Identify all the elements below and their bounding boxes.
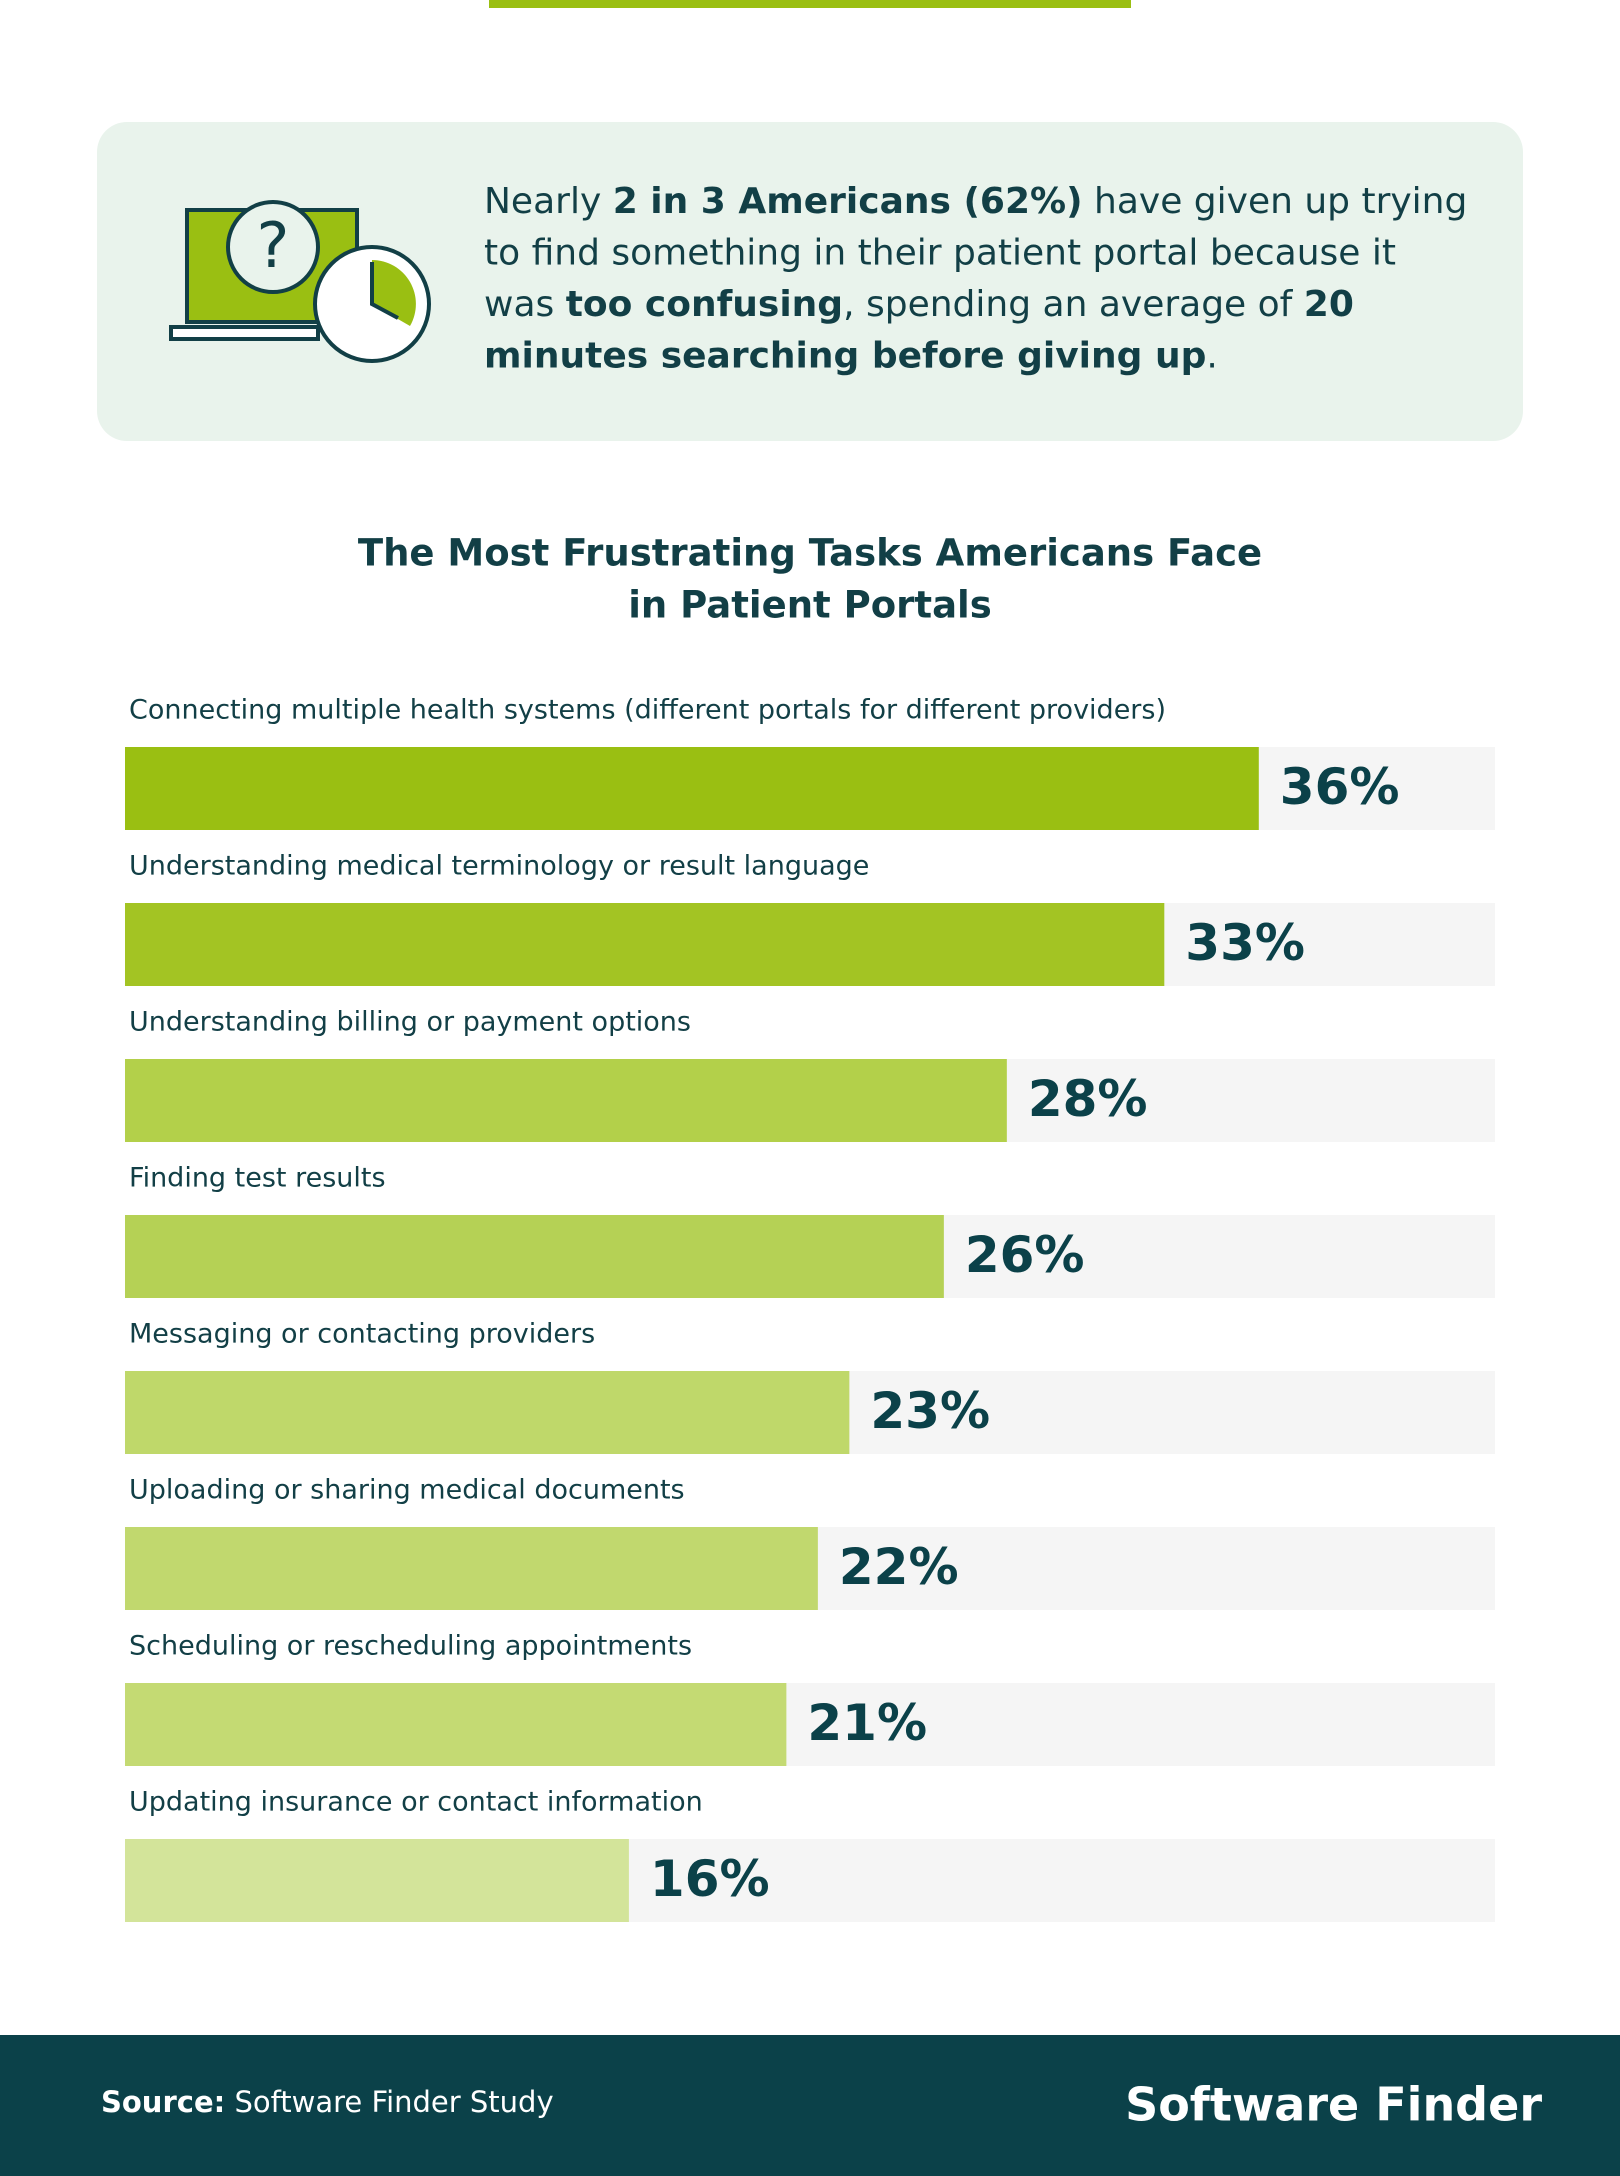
callout-segment: Nearly <box>484 181 613 222</box>
bar <box>125 1683 787 1766</box>
category-label: Messaging or contacting providers <box>129 1319 595 1350</box>
callout-box <box>97 122 1523 441</box>
category-label: Scheduling or rescheduling appointments <box>129 1631 692 1662</box>
callout-segment: minutes searching before giving up <box>484 336 1206 377</box>
category-label: Connecting multiple health systems (diff… <box>129 695 1166 726</box>
category-label: Understanding medical terminology or res… <box>129 851 869 882</box>
source-text: Software Finder Study <box>234 2085 553 2119</box>
chart-title: The Most Frustrating Tasks Americans Fac… <box>358 532 1262 575</box>
value-label: 21% <box>807 1694 927 1752</box>
svg-text:?: ? <box>257 209 290 282</box>
source: Source: Software Finder Study <box>101 2085 554 2119</box>
callout-segment: too confusing <box>566 284 843 325</box>
value-label: 28% <box>1028 1070 1148 1128</box>
top-accent <box>489 0 1131 8</box>
callout-segment: 20 <box>1304 284 1354 325</box>
value-label: 22% <box>839 1538 959 1596</box>
brand-logo: Software Finder <box>1125 2078 1542 2132</box>
value-label: 26% <box>965 1226 1085 1284</box>
category-label: Understanding billing or payment options <box>129 1007 691 1038</box>
callout-segment: was <box>484 284 566 325</box>
bar <box>125 1371 850 1454</box>
callout-segment: 2 in 3 Americans (62%) <box>613 181 1083 222</box>
callout-segment: . <box>1206 336 1217 377</box>
callout-segment: have given up trying <box>1083 181 1468 222</box>
value-label: 36% <box>1280 758 1400 816</box>
category-label: Updating insurance or contact informatio… <box>129 1787 703 1818</box>
bar <box>125 1839 629 1922</box>
bar <box>125 1527 818 1610</box>
value-label: 16% <box>650 1850 770 1908</box>
callout-text: Nearly 2 in 3 Americans (62%) have given… <box>484 181 1467 377</box>
chart-title: in Patient Portals <box>628 584 992 627</box>
bar <box>125 1059 1007 1142</box>
value-label: 23% <box>870 1382 990 1440</box>
category-label: Finding test results <box>129 1163 386 1194</box>
bar <box>125 903 1165 986</box>
category-label: Uploading or sharing medical documents <box>129 1475 685 1506</box>
source-label: Source: <box>101 2085 225 2119</box>
bar-chart: Connecting multiple health systems (diff… <box>125 695 1495 1922</box>
footer <box>0 2035 1620 2176</box>
icon: ? <box>169 200 431 363</box>
bar <box>125 747 1259 830</box>
value-label: 33% <box>1185 914 1305 972</box>
callout-segment: , spending an average of <box>843 284 1304 325</box>
bar <box>125 1215 944 1298</box>
callout-segment: to find something in their patient porta… <box>484 233 1396 274</box>
